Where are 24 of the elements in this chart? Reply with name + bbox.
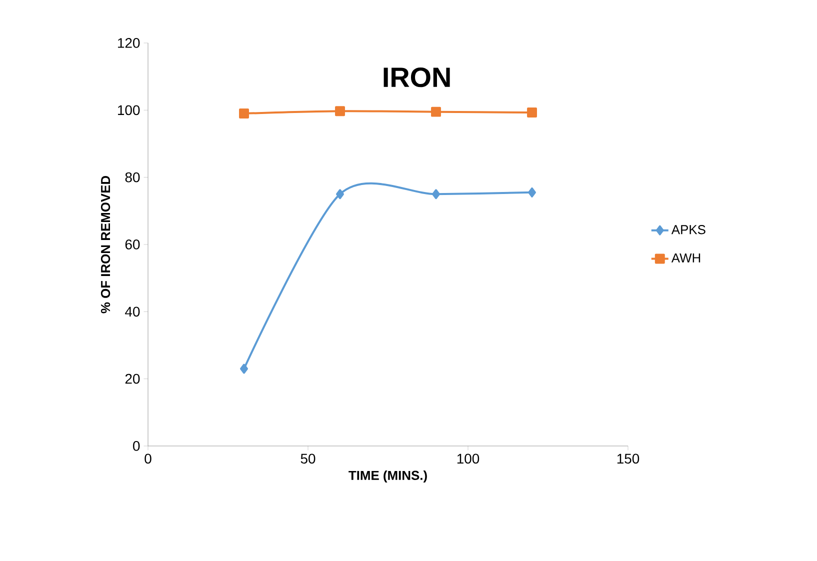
y-tick-label: 80 bbox=[125, 172, 140, 182]
y-tick-label: 0 bbox=[133, 441, 140, 451]
y-tick-label: 40 bbox=[125, 306, 140, 317]
point bbox=[432, 189, 440, 200]
point bbox=[431, 106, 441, 117]
legend-label: AWH bbox=[671, 254, 700, 262]
point bbox=[240, 364, 248, 374]
point bbox=[239, 108, 249, 118]
point bbox=[528, 187, 536, 198]
point bbox=[335, 106, 345, 116]
text: IRON bbox=[384, 67, 450, 88]
legend-label: APKS bbox=[671, 225, 706, 234]
y-axis-title: % OF IRON REMOVED bbox=[100, 176, 110, 314]
y-tick-label: 100 bbox=[118, 105, 140, 116]
y-tick-label: 120 bbox=[118, 38, 140, 48]
point bbox=[336, 189, 344, 200]
y-tick-label: 20 bbox=[125, 374, 140, 384]
x-tick-label: 50 bbox=[300, 454, 316, 464]
point bbox=[527, 108, 537, 118]
y-tick-label: 60 bbox=[125, 240, 140, 250]
x-axis-title: TIME (MINS.) bbox=[348, 470, 427, 483]
x-tick-label: 150 bbox=[617, 454, 640, 464]
x-tick-label: 0 bbox=[144, 454, 152, 464]
x-tick-label: 100 bbox=[457, 454, 480, 464]
